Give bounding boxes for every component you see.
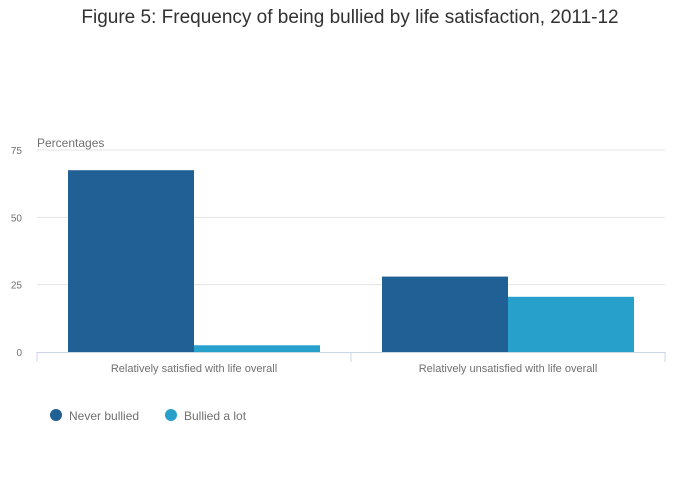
- y-tick-label: 75: [11, 146, 23, 157]
- bar-never-bullied-2[interactable]: [382, 276, 508, 352]
- x-category-label: Relatively unsatisfied with life overall: [419, 363, 598, 375]
- bar-never-bullied-1[interactable]: [68, 170, 194, 352]
- legend-label: Never bullied: [69, 409, 139, 423]
- y-axis-ticks: 0 25 50 75: [11, 146, 23, 359]
- legend-swatch: [50, 409, 62, 421]
- y-tick-label: 25: [11, 281, 23, 292]
- bar-bullied-a-lot-1[interactable]: [194, 345, 320, 352]
- legend-item[interactable]: Bullied a lot: [165, 409, 247, 423]
- x-axis-ticks: Relatively satisfied with life overall Re…: [36, 352, 666, 375]
- legend-item[interactable]: Never bullied: [50, 409, 139, 423]
- legend-swatch: [165, 409, 177, 421]
- bars: [68, 170, 634, 352]
- legend: Never bullied Bullied a lot: [50, 409, 247, 423]
- y-axis-label: Percentages: [37, 136, 104, 150]
- y-tick-label: 0: [16, 348, 22, 359]
- legend-label: Bullied a lot: [184, 409, 247, 423]
- x-category-label: Relatively satisfied with life overall: [111, 363, 277, 375]
- chart-title: Figure 5: Frequency of being bullied by …: [81, 7, 618, 28]
- y-tick-label: 50: [11, 213, 23, 224]
- bar-bullied-a-lot-2[interactable]: [508, 296, 634, 352]
